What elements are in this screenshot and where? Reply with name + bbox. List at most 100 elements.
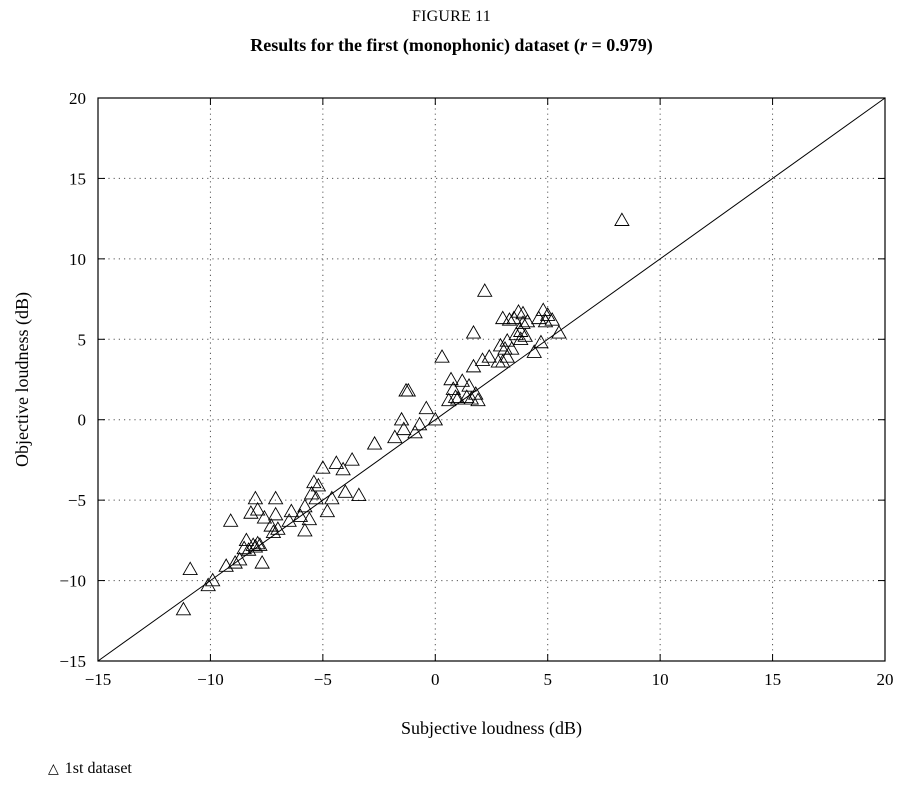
scatter-chart: −15 −10 −5 0 5 10 15 20 −15 −10 −5 0 5 10 15 20 Subjec… [12, 89, 894, 739]
data-point-triangle [175, 601, 192, 616]
data-point-triangle [467, 386, 484, 400]
data-point-triangle [499, 349, 516, 363]
data-point-triangle [267, 490, 284, 505]
data-point-triangle [515, 315, 531, 329]
x-tick-label: 20 [877, 670, 894, 689]
y-axis-label: Objective loudness (dB) [12, 292, 33, 467]
y-tick-label: 15 [69, 169, 86, 188]
title-text-after: = 0.979) [586, 35, 653, 55]
data-point-triangle [443, 371, 459, 386]
x-tick-label: 0 [431, 670, 440, 689]
data-point-triangle [411, 416, 428, 431]
data-point-triangle [204, 572, 221, 587]
data-point-triangle [387, 429, 403, 444]
data-points [175, 212, 630, 616]
data-point-triangle [449, 390, 466, 405]
data-point-triangle [515, 305, 531, 320]
data-point-triangle [243, 505, 259, 519]
x-tick-label: 10 [652, 670, 669, 689]
data-point-triangle [324, 490, 340, 505]
data-point-triangle [337, 484, 354, 498]
chart-title: Results for the first (monophonic) datas… [0, 35, 903, 56]
data-point-triangle [427, 411, 444, 426]
x-tick-label: −5 [314, 670, 332, 689]
data-point-triangle [270, 521, 286, 535]
data-point-triangle [501, 312, 518, 326]
y-tick-label: −5 [68, 491, 86, 510]
data-point-triangle [308, 490, 324, 505]
data-point-triangle [393, 411, 410, 426]
data-point-triangle [476, 283, 493, 297]
data-point-triangle [231, 551, 248, 566]
data-point-triangle [512, 331, 529, 345]
data-point-triangle [497, 341, 513, 355]
data-point-triangle [441, 392, 457, 407]
data-point-triangle [494, 310, 511, 325]
x-axis-label: Subjective loudness (dB) [401, 718, 582, 739]
data-point-triangle [447, 389, 464, 403]
x-tick-label: 5 [543, 670, 552, 689]
data-point-triangle [461, 378, 477, 392]
data-point-triangle [247, 490, 264, 505]
data-point-triangle [407, 424, 423, 439]
data-point-triangle [281, 513, 297, 527]
title-text-before: Results for the first (monophonic) datas… [250, 35, 580, 55]
data-point-triangle [474, 352, 491, 366]
data-point-triangle [434, 349, 450, 363]
data-point-triangle [328, 455, 345, 469]
data-point-triangle [238, 532, 255, 547]
axis-ticks [97, 97, 886, 662]
data-point-triangle [227, 554, 243, 569]
y-tick-label: 5 [78, 330, 87, 349]
data-point-triangle [396, 421, 412, 436]
data-point-triangle [306, 474, 322, 489]
data-point-triangle [533, 334, 549, 349]
data-point-triangle [544, 312, 560, 326]
data-point-triangle [418, 400, 435, 415]
y-tick-label: 20 [69, 89, 86, 108]
data-point-triangle [463, 390, 480, 405]
y-tick-label: −15 [59, 652, 86, 671]
data-point-triangle [267, 506, 284, 521]
data-point-triangle [614, 212, 630, 226]
data-point-triangle [454, 373, 471, 387]
data-point-triangle [519, 313, 536, 328]
data-point-triangle [310, 477, 327, 492]
y-tick-label: 10 [69, 250, 86, 269]
data-point-triangle [249, 501, 266, 516]
plot-frame [97, 97, 886, 662]
data-point-triangle [254, 554, 270, 569]
data-point-triangle [297, 522, 313, 537]
identity-reference-line [97, 97, 886, 662]
y-tick-label: −10 [59, 572, 86, 591]
legend-label: 1st dataset [64, 760, 132, 777]
data-point-triangle [351, 487, 367, 502]
data-point-triangle [283, 503, 300, 518]
data-point-triangle [182, 561, 198, 576]
data-point-triangle [200, 577, 216, 592]
y-tick-label: 0 [78, 411, 87, 430]
data-point-triangle [400, 382, 417, 397]
data-point-triangle [301, 511, 318, 526]
grid-lines [98, 98, 885, 661]
y-tick-labels: −15 −10 −5 0 5 10 15 20 [59, 89, 86, 671]
x-tick-label: 15 [764, 670, 781, 689]
data-point-triangle [481, 349, 498, 363]
x-tick-labels: −15 −10 −5 0 5 10 15 20 [85, 670, 894, 689]
legend-triangle-icon: △ [48, 762, 59, 777]
data-point-triangle [319, 503, 336, 518]
data-point-triangle [551, 324, 567, 339]
data-point-triangle [249, 535, 266, 550]
data-point-triangle [344, 452, 360, 466]
title-variable: r [579, 35, 587, 55]
legend: △ 1st dataset [48, 760, 132, 778]
data-point-triangle [265, 524, 282, 539]
data-point-triangle [335, 461, 351, 476]
data-point-triangle [256, 509, 273, 524]
data-point-triangle [297, 498, 313, 513]
data-point-triangle [492, 337, 509, 352]
data-point-triangle [503, 341, 520, 355]
x-tick-label: −15 [85, 670, 112, 689]
data-point-triangle [398, 382, 414, 397]
data-point-triangle [494, 353, 511, 368]
